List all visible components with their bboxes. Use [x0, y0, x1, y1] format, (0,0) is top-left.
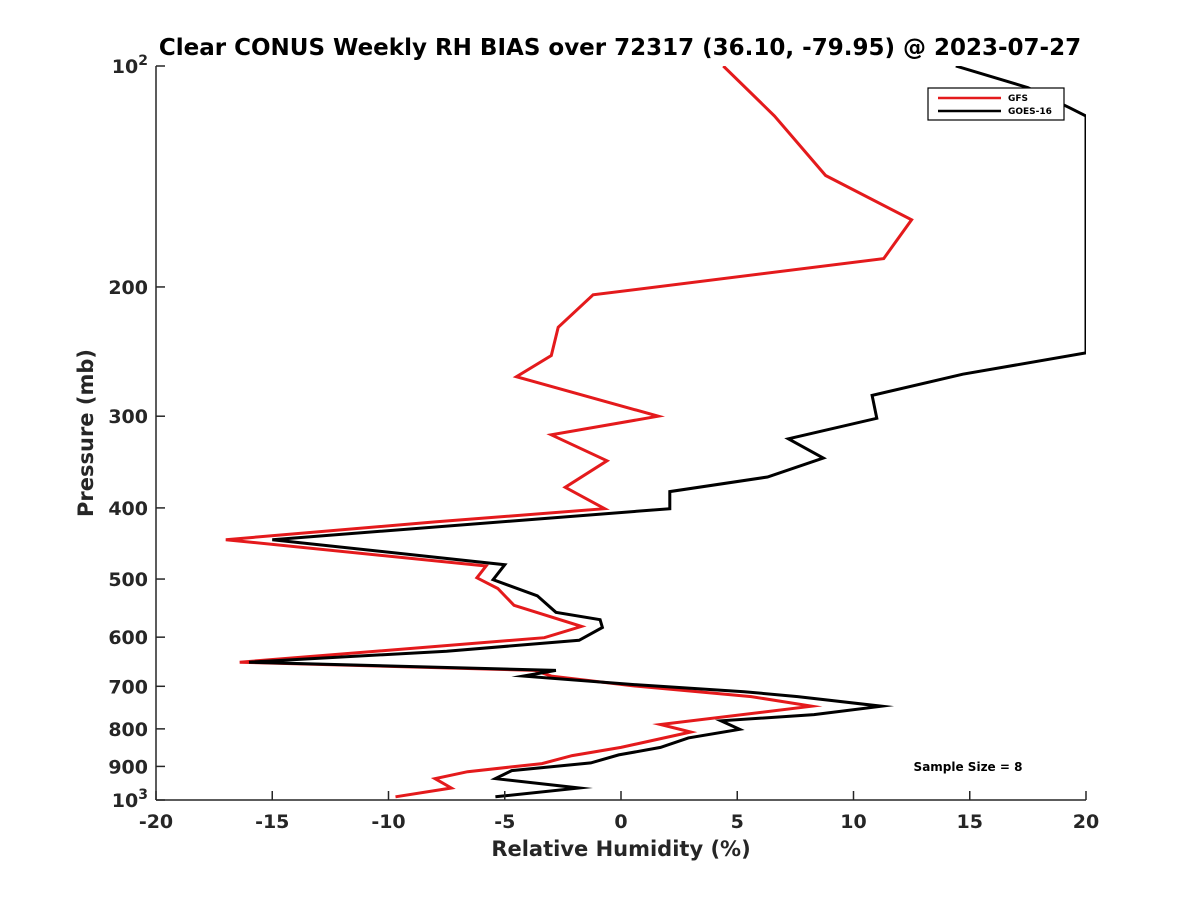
x-tick-label: 0 — [614, 811, 627, 833]
x-tick-label: 15 — [957, 811, 983, 833]
legend-box — [927, 87, 1065, 121]
series-line-gfs — [225, 66, 914, 799]
sample-size-annotation: Sample Size = 8 — [914, 760, 1023, 774]
y-tick-label: 600 — [108, 627, 148, 649]
y-tick-label: 700 — [108, 676, 148, 698]
x-tick-label: 20 — [1073, 811, 1099, 833]
legend-label-gfs: GFS — [1008, 94, 1028, 104]
x-ticks: -20 -15 -10 -5 0 5 10 15 20 — [139, 791, 1099, 833]
chart-title: Clear CONUS Weekly RH BIAS over 72317 (3… — [159, 35, 1081, 61]
y-axis-label: Pressure (mb) — [74, 349, 98, 517]
y-tick-label: 103 — [112, 787, 148, 812]
x-tick-label: -15 — [255, 811, 289, 833]
legend-label-goes16: GOES-16 — [1008, 107, 1052, 117]
series-layer — [225, 66, 1086, 799]
y-tick-label: 102 — [112, 53, 148, 78]
y-tick-label: 800 — [108, 719, 148, 741]
y-ticks: 102 200 300 400 500 600 700 800 900 103 — [108, 53, 165, 812]
y-tick-label: 900 — [108, 756, 148, 778]
x-axis-label: Relative Humidity (%) — [491, 837, 750, 861]
x-tick-label: -5 — [494, 811, 515, 833]
y-tick-label: 300 — [108, 406, 148, 428]
x-tick-label: -20 — [139, 811, 173, 833]
x-tick-label: 10 — [840, 811, 866, 833]
x-tick-label: 5 — [731, 811, 744, 833]
series-line-goes16 — [248, 66, 1086, 799]
legend: GFS GOES-16 — [927, 87, 1065, 121]
x-tick-label: -10 — [371, 811, 405, 833]
y-tick-label: 500 — [108, 569, 148, 591]
plot-area — [156, 66, 1086, 800]
y-tick-label: 400 — [108, 498, 148, 520]
y-tick-label: 200 — [108, 277, 148, 299]
